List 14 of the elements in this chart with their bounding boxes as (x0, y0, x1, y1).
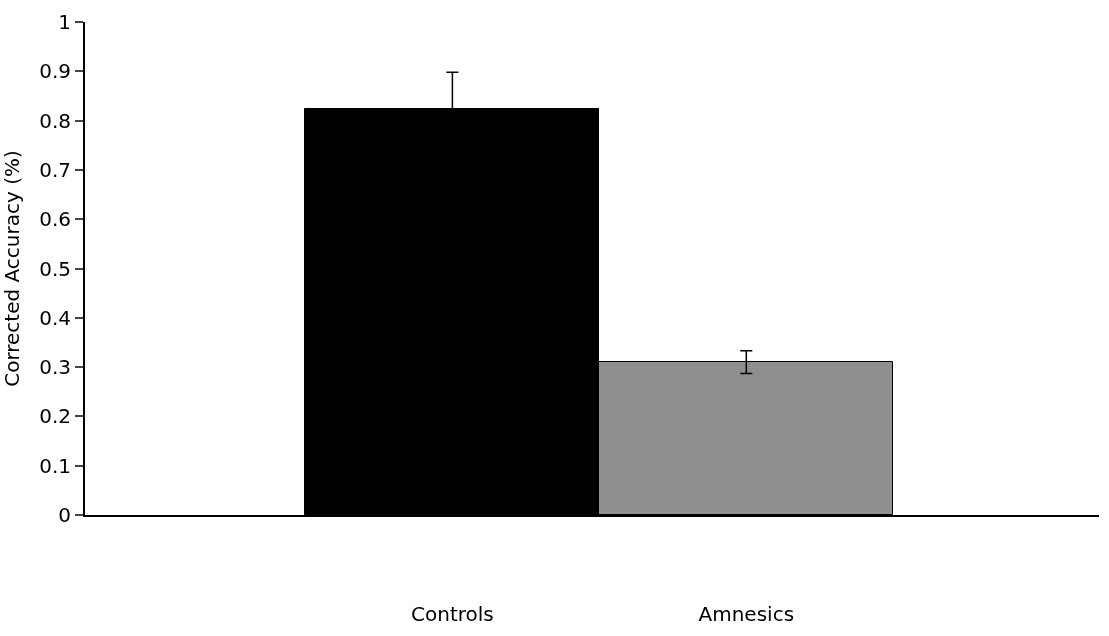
y-tick-label: 0.4 (39, 305, 71, 330)
y-tick-label: 0.7 (39, 157, 71, 182)
y-tick-label: 0.3 (39, 355, 71, 380)
y-tick-label: 0.1 (39, 453, 71, 478)
x-tick-label: Amnesics (698, 602, 795, 626)
y-tick-label: 0.9 (39, 59, 71, 84)
y-tick-label: 0.8 (39, 108, 71, 133)
y-tick-label: 0.2 (39, 404, 71, 429)
y-tick-label: 0.6 (39, 207, 71, 232)
y-tick-label: 0.5 (39, 256, 71, 281)
y-tick-label: 0 (58, 503, 71, 527)
x-tick-label: Controls (411, 602, 494, 626)
y-axis-title: Corrected Accuracy (%) (0, 150, 24, 387)
y-tick-label: 1 (58, 10, 71, 34)
